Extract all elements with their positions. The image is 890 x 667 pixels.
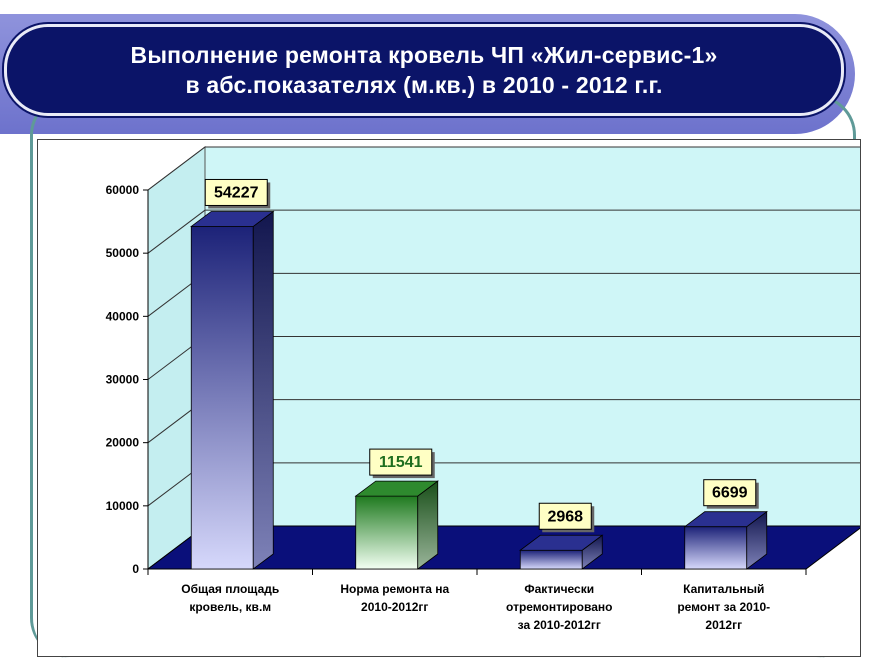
x-category-label: Капитальный ремонт за 2010- 2012гг bbox=[677, 582, 770, 632]
title-line-2: в абс.показателях (м.кв.) в 2010 - 2012 … bbox=[185, 72, 663, 98]
data-label-box bbox=[538, 502, 592, 530]
data-label-box bbox=[204, 178, 268, 206]
data-label-box bbox=[703, 479, 757, 507]
data-label-box bbox=[369, 448, 433, 476]
bar-chart: 0 10000 20000 30000 40000 50000 60000 Общая пло… bbox=[106, 145, 860, 632]
x-category-label-line: 2010-2012гг bbox=[361, 600, 428, 614]
x-category-label-line: Фактически bbox=[524, 582, 594, 596]
bar-front bbox=[519, 549, 583, 570]
chart-labels-layer: 54227 11541 2968 6699 bbox=[204, 178, 759, 533]
title-line-1: Выполнение ремонта кровель ЧП «Жил-серви… bbox=[130, 42, 718, 68]
y-tick-label: 0 bbox=[132, 562, 139, 576]
x-category-label-line: Норма ремонта на bbox=[340, 582, 449, 596]
x-category-label-line: 2012гг bbox=[705, 618, 742, 632]
bar-front bbox=[190, 226, 254, 570]
x-category-label-line: ремонт за 2010- bbox=[677, 600, 770, 614]
x-category-label-line: кровель, кв.м bbox=[189, 600, 271, 614]
bar bbox=[354, 480, 439, 570]
y-tick-label: 30000 bbox=[106, 373, 140, 387]
chart-axis-layer: 0 10000 20000 30000 40000 50000 60000 Общая пло… bbox=[106, 183, 807, 632]
bar bbox=[519, 534, 604, 570]
y-tick-label: 20000 bbox=[106, 436, 140, 450]
bar-top bbox=[683, 511, 768, 528]
gridline bbox=[147, 209, 860, 254]
data-label: 6699 bbox=[712, 485, 748, 502]
bar-front bbox=[684, 526, 748, 570]
data-label: 11541 bbox=[379, 454, 423, 471]
bar bbox=[190, 210, 275, 570]
title-banner: Выполнение ремонта кровель ЧП «Жил-серви… bbox=[4, 24, 844, 116]
data-label: 54227 bbox=[214, 184, 259, 201]
chart-area: 0 10000 20000 30000 40000 50000 60000 Общая пло… bbox=[37, 139, 861, 657]
y-tick-label: 40000 bbox=[106, 309, 140, 323]
x-category-label-line: за 2010-2012гг bbox=[518, 618, 601, 632]
x-category-label-line: отремонтировано bbox=[506, 600, 612, 614]
bar-top bbox=[190, 211, 275, 227]
y-tick-label: 60000 bbox=[106, 183, 140, 197]
x-category-label-line: Общая площадь bbox=[181, 582, 279, 596]
bar bbox=[683, 510, 768, 570]
data-label: 2968 bbox=[547, 508, 583, 525]
x-category-label-line: Капитальный bbox=[683, 582, 764, 596]
chart-bars-layer bbox=[190, 210, 768, 570]
y-tick-label: 10000 bbox=[106, 499, 140, 513]
bar-top bbox=[354, 480, 439, 497]
bar-front bbox=[355, 495, 419, 570]
bar-top bbox=[519, 534, 604, 551]
x-category-label: Норма ремонта на 2010-2012гг bbox=[340, 582, 449, 614]
gridline bbox=[147, 146, 860, 191]
x-category-label: Общая площадь кровель, кв.м bbox=[181, 582, 279, 614]
bar-side bbox=[252, 210, 274, 570]
x-category-label: Фактически отремонтировано за 2010-2012гг bbox=[506, 582, 612, 632]
y-tick-label: 50000 bbox=[106, 246, 140, 260]
